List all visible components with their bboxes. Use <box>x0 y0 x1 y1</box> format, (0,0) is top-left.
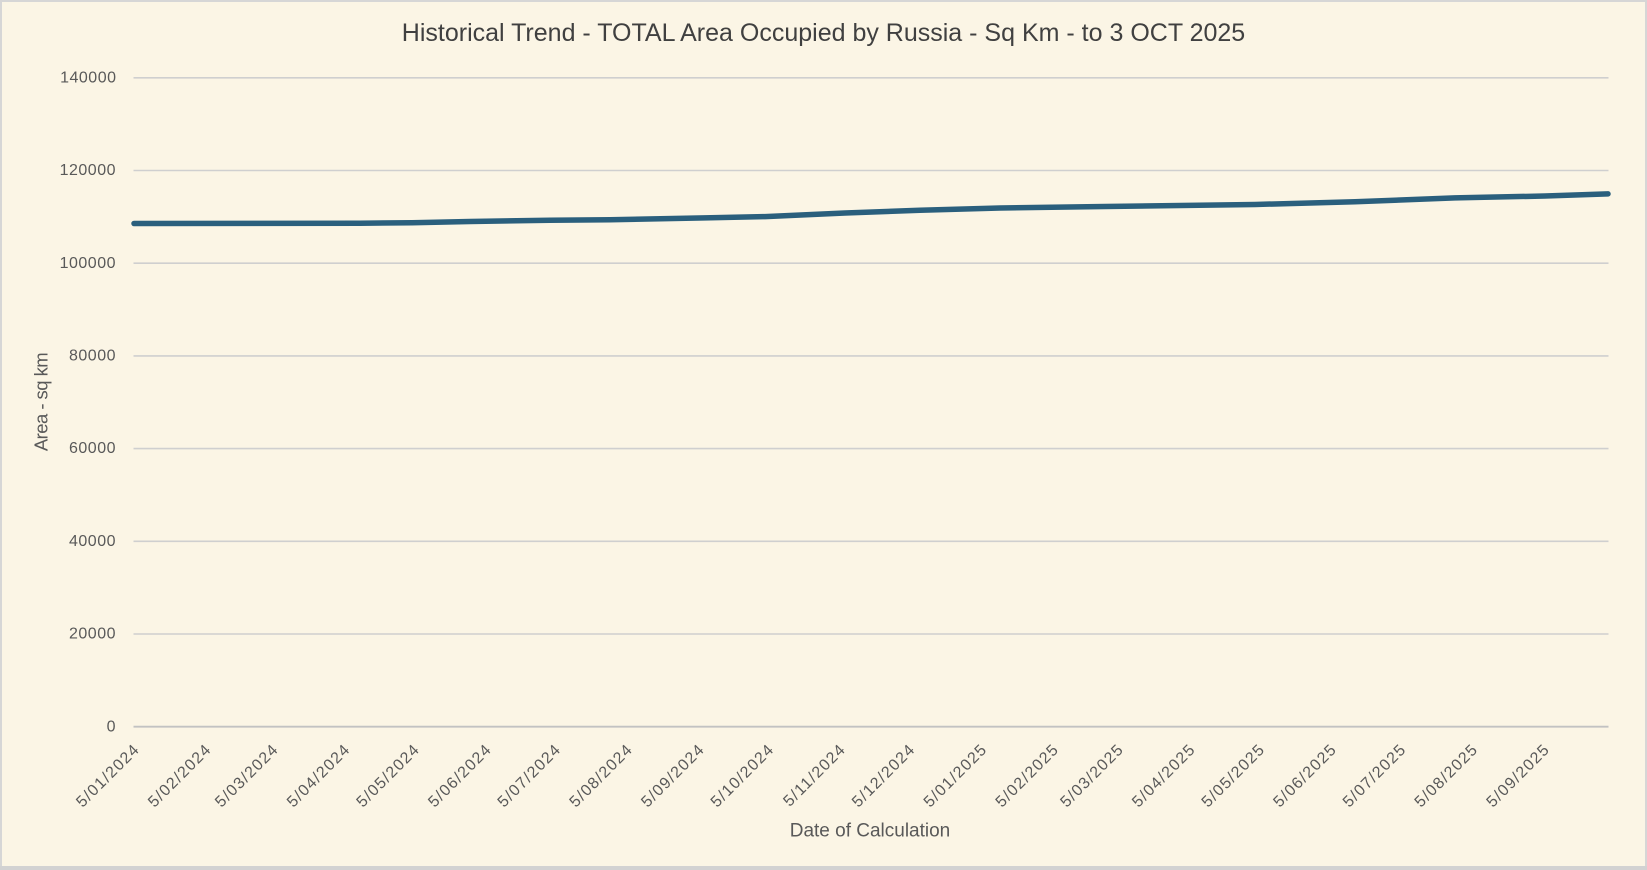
svg-text:100000: 100000 <box>60 255 116 272</box>
svg-text:140000: 140000 <box>60 69 116 86</box>
svg-text:5/04/2024: 5/04/2024 <box>284 741 354 811</box>
svg-text:5/03/2024: 5/03/2024 <box>212 741 282 811</box>
svg-text:5/11/2024: 5/11/2024 <box>780 741 849 810</box>
svg-text:5/06/2024: 5/06/2024 <box>425 741 495 811</box>
svg-text:5/09/2024: 5/09/2024 <box>638 741 708 811</box>
svg-text:80000: 80000 <box>69 348 116 365</box>
svg-text:Historical Trend - TOTAL Area: Historical Trend - TOTAL Area Occupied b… <box>402 19 1245 47</box>
svg-text:Area - sq km: Area - sq km <box>31 353 52 451</box>
svg-text:5/07/2025: 5/07/2025 <box>1340 741 1410 811</box>
svg-text:5/02/2025: 5/02/2025 <box>993 741 1063 811</box>
svg-text:5/12/2024: 5/12/2024 <box>849 741 919 811</box>
svg-text:40000: 40000 <box>69 533 116 550</box>
svg-text:5/07/2024: 5/07/2024 <box>495 741 565 811</box>
svg-text:20000: 20000 <box>69 626 116 643</box>
svg-text:5/08/2024: 5/08/2024 <box>567 741 637 811</box>
svg-text:5/08/2025: 5/08/2025 <box>1412 741 1482 811</box>
svg-text:5/04/2025: 5/04/2025 <box>1129 741 1199 811</box>
svg-text:5/05/2025: 5/05/2025 <box>1199 741 1269 811</box>
svg-text:Date of Calculation: Date of Calculation <box>790 820 951 841</box>
svg-text:5/03/2025: 5/03/2025 <box>1057 741 1127 811</box>
svg-text:5/01/2025: 5/01/2025 <box>921 741 991 811</box>
svg-text:5/02/2024: 5/02/2024 <box>145 741 215 811</box>
svg-text:5/06/2025: 5/06/2025 <box>1270 741 1340 811</box>
svg-text:5/10/2024: 5/10/2024 <box>708 741 778 811</box>
svg-text:5/09/2025: 5/09/2025 <box>1484 741 1554 811</box>
svg-text:60000: 60000 <box>69 440 116 457</box>
svg-text:0: 0 <box>107 718 116 735</box>
svg-text:5/01/2024: 5/01/2024 <box>73 741 143 811</box>
svg-text:5/05/2024: 5/05/2024 <box>354 741 424 811</box>
svg-text:120000: 120000 <box>60 162 116 179</box>
